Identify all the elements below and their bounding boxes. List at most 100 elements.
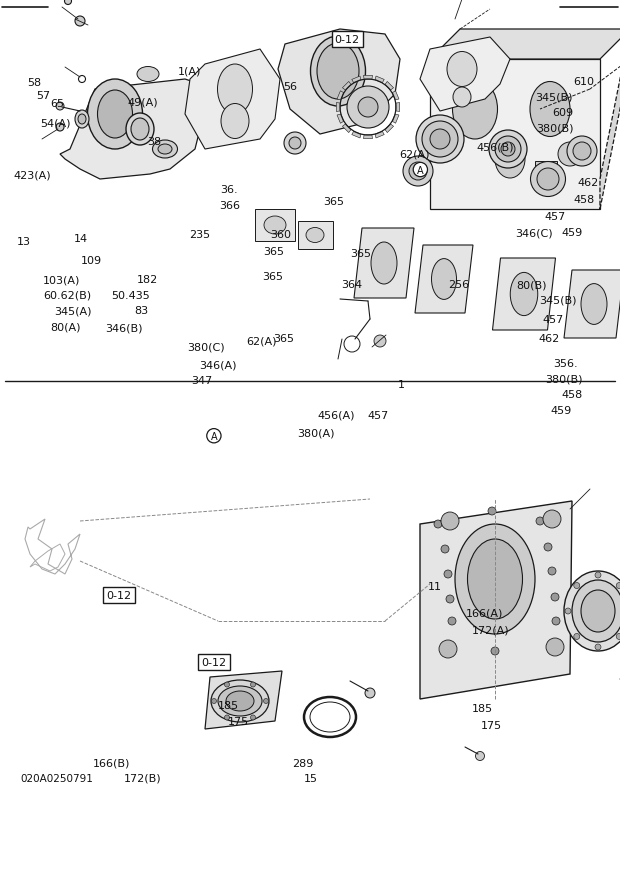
Text: 345(A): 345(A): [55, 306, 92, 316]
Ellipse shape: [97, 91, 133, 139]
Text: 457: 457: [544, 212, 565, 222]
Text: 380(A): 380(A): [298, 428, 335, 438]
Text: A: A: [417, 165, 423, 176]
Ellipse shape: [289, 138, 301, 149]
Text: 462: 462: [577, 177, 598, 188]
Text: 380(B): 380(B): [536, 123, 574, 134]
Ellipse shape: [137, 68, 159, 83]
Text: 62(A): 62(A): [399, 149, 430, 160]
Text: 459: 459: [551, 405, 572, 415]
Circle shape: [558, 143, 582, 167]
Circle shape: [64, 0, 71, 5]
Ellipse shape: [531, 163, 565, 197]
Circle shape: [441, 546, 449, 554]
Circle shape: [75, 17, 85, 27]
Text: 80(B): 80(B): [516, 280, 547, 290]
Circle shape: [264, 699, 268, 704]
Ellipse shape: [264, 216, 286, 235]
Circle shape: [616, 634, 620, 640]
Text: 14: 14: [74, 234, 87, 244]
Ellipse shape: [581, 590, 615, 633]
Text: 83: 83: [135, 306, 148, 316]
Polygon shape: [600, 30, 620, 209]
Polygon shape: [363, 136, 373, 140]
Circle shape: [441, 646, 449, 653]
Text: 80(A): 80(A): [50, 322, 81, 332]
Text: 65: 65: [50, 99, 64, 109]
Text: 56: 56: [283, 82, 297, 92]
Polygon shape: [336, 103, 340, 112]
Text: 175: 175: [480, 720, 502, 731]
Text: 365: 365: [323, 196, 344, 207]
Polygon shape: [385, 125, 394, 134]
Circle shape: [224, 682, 229, 687]
Text: 235: 235: [189, 229, 210, 240]
Polygon shape: [205, 671, 282, 729]
Bar: [535, 162, 557, 180]
Circle shape: [250, 682, 255, 687]
Ellipse shape: [403, 156, 433, 187]
Ellipse shape: [422, 122, 458, 158]
Text: 166(B): 166(B): [93, 758, 130, 768]
Text: 365: 365: [350, 249, 371, 259]
Text: 1: 1: [398, 379, 405, 389]
Ellipse shape: [87, 80, 143, 149]
Text: 366: 366: [219, 201, 240, 211]
Text: 356.: 356.: [553, 358, 578, 368]
Ellipse shape: [567, 136, 597, 167]
Ellipse shape: [409, 163, 427, 181]
Text: 459: 459: [561, 228, 582, 238]
Text: 0-12: 0-12: [107, 590, 131, 600]
Bar: [298, 222, 333, 249]
Text: 457: 457: [368, 410, 389, 421]
Polygon shape: [396, 103, 400, 112]
Circle shape: [448, 617, 456, 626]
Polygon shape: [363, 76, 373, 80]
Text: 345(B): 345(B): [535, 92, 572, 103]
Polygon shape: [392, 91, 399, 101]
Ellipse shape: [510, 273, 538, 316]
Bar: [255, 209, 295, 242]
Ellipse shape: [564, 571, 620, 651]
Circle shape: [365, 688, 375, 698]
Text: 38: 38: [147, 136, 161, 147]
Ellipse shape: [439, 640, 457, 658]
Ellipse shape: [317, 44, 359, 100]
Circle shape: [444, 570, 452, 579]
Circle shape: [211, 699, 216, 704]
Ellipse shape: [453, 80, 497, 140]
Text: 609: 609: [552, 108, 574, 118]
Ellipse shape: [153, 141, 177, 159]
Circle shape: [374, 335, 386, 348]
Circle shape: [544, 543, 552, 551]
Ellipse shape: [158, 145, 172, 155]
Text: 360: 360: [270, 229, 291, 240]
Circle shape: [574, 583, 580, 589]
Polygon shape: [420, 38, 510, 112]
Text: 365: 365: [262, 271, 283, 282]
Text: 345(B): 345(B): [539, 295, 577, 305]
Ellipse shape: [218, 687, 262, 716]
Text: 60.62(B): 60.62(B): [43, 290, 91, 301]
Text: 58: 58: [27, 77, 41, 88]
Text: 458: 458: [561, 389, 582, 400]
Ellipse shape: [311, 37, 366, 107]
Ellipse shape: [573, 143, 591, 161]
Circle shape: [536, 517, 544, 526]
Circle shape: [595, 644, 601, 650]
Polygon shape: [564, 270, 620, 339]
Circle shape: [56, 124, 64, 132]
Text: 423(A): 423(A): [14, 170, 51, 181]
Ellipse shape: [430, 129, 450, 149]
Text: 457: 457: [542, 315, 564, 325]
Text: 57: 57: [37, 90, 50, 101]
Polygon shape: [430, 60, 600, 209]
Circle shape: [551, 594, 559, 601]
Circle shape: [574, 634, 580, 640]
Text: 0-12: 0-12: [202, 657, 226, 667]
Polygon shape: [415, 246, 473, 314]
Text: 365: 365: [264, 247, 285, 257]
Text: 346(C): 346(C): [516, 228, 553, 238]
Ellipse shape: [78, 115, 86, 125]
Text: 166(A): 166(A): [466, 607, 503, 618]
